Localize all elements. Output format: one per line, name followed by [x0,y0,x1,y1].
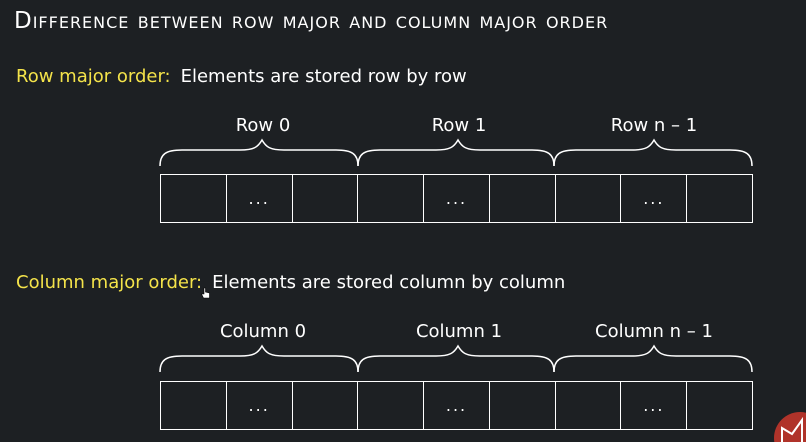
array-cell [293,382,359,429]
column-group-label: Column 0 [219,321,307,342]
array-cell [161,382,227,429]
array-cell: ... [424,175,490,222]
array-cell: ... [227,175,293,222]
array-cell [687,382,752,429]
row-major-description: Elements are stored row by row [180,66,467,87]
row-major-label: Row major order: [16,66,171,87]
column-major-array: ... ... ... [160,381,753,430]
column-brace [357,344,555,373]
hand-cursor-icon [201,287,210,299]
column-brace [159,344,359,373]
row-group-label: Row n – 1 [610,115,698,136]
row-group-label: Row 1 [431,115,487,136]
column-group-label: Column n – 1 [595,321,713,342]
column-group-label: Column 1 [415,321,503,342]
column-major-description: Elements are stored column by column [212,272,566,293]
array-cell [490,175,556,222]
array-cell [358,175,425,222]
array-cell: ... [621,382,688,429]
row-brace [357,138,555,167]
array-cell: ... [424,382,490,429]
row-brace [159,138,359,167]
row-brace [553,138,753,167]
column-major-heading: Column major order: Elements are stored c… [16,272,565,293]
row-major-array: ... ... ... [160,174,753,223]
array-cell [687,175,752,222]
array-cell [490,382,556,429]
slide-title: Difference between row major and column … [14,8,609,34]
array-cell: ... [621,175,688,222]
array-cell [358,382,425,429]
column-major-label: Column major order: [16,272,203,293]
column-brace [553,344,753,373]
array-cell [161,175,227,222]
row-major-heading: Row major order: Elements are stored row … [16,66,467,87]
array-cell [293,175,359,222]
array-cell [556,382,622,429]
array-cell: ... [227,382,293,429]
row-group-label: Row 0 [235,115,291,136]
channel-logo-icon [774,412,806,442]
array-cell [556,175,622,222]
